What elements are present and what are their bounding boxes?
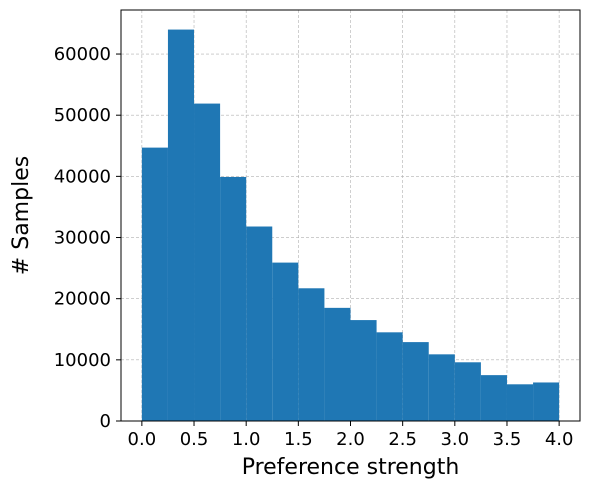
histogram-bar (167, 29, 195, 421)
x-tick-label: 4.0 (545, 429, 574, 450)
x-axis-label: Preference strength (242, 455, 460, 480)
histogram-bar (272, 262, 299, 421)
x-axis-ticks: 0.0 0.5 1.0 1.5 2.0 2.5 3.0 3.5 4.0 (128, 421, 574, 450)
x-tick-label: 2.5 (388, 429, 417, 450)
x-tick-label: 0.0 (128, 429, 157, 450)
histogram-bars (141, 29, 560, 421)
histogram-bar (506, 384, 534, 421)
x-tick-label: 1.0 (232, 429, 261, 450)
y-tick-label: 30000 (54, 228, 111, 249)
histogram-bar (376, 332, 403, 421)
histogram-bar (428, 354, 455, 421)
y-axis-ticks: 0 10000 20000 30000 40000 50000 60000 (54, 44, 121, 432)
y-tick-label: 20000 (54, 289, 111, 310)
y-tick-label: 40000 (54, 166, 111, 187)
y-axis-label: # Samples (9, 156, 34, 275)
x-tick-label: 2.0 (336, 429, 365, 450)
histogram-bar (533, 382, 560, 421)
histogram-bar (194, 103, 221, 421)
histogram-bar (402, 342, 429, 421)
histogram-bar (350, 320, 377, 421)
histogram-bar (141, 147, 168, 421)
histogram-bar (324, 307, 351, 421)
x-tick-label: 3.5 (493, 429, 522, 450)
y-tick-label: 10000 (54, 350, 111, 371)
histogram-bar (480, 375, 507, 421)
y-tick-label: 60000 (54, 44, 111, 65)
histogram-bar (454, 362, 481, 421)
x-tick-label: 1.5 (284, 429, 313, 450)
y-tick-label: 50000 (54, 105, 111, 126)
histogram-bar (220, 176, 247, 421)
x-tick-label: 3.0 (440, 429, 469, 450)
histogram-bar (246, 226, 273, 421)
histogram-bar (298, 288, 325, 421)
x-tick-label: 0.5 (180, 429, 209, 450)
y-tick-label: 0 (100, 411, 111, 432)
